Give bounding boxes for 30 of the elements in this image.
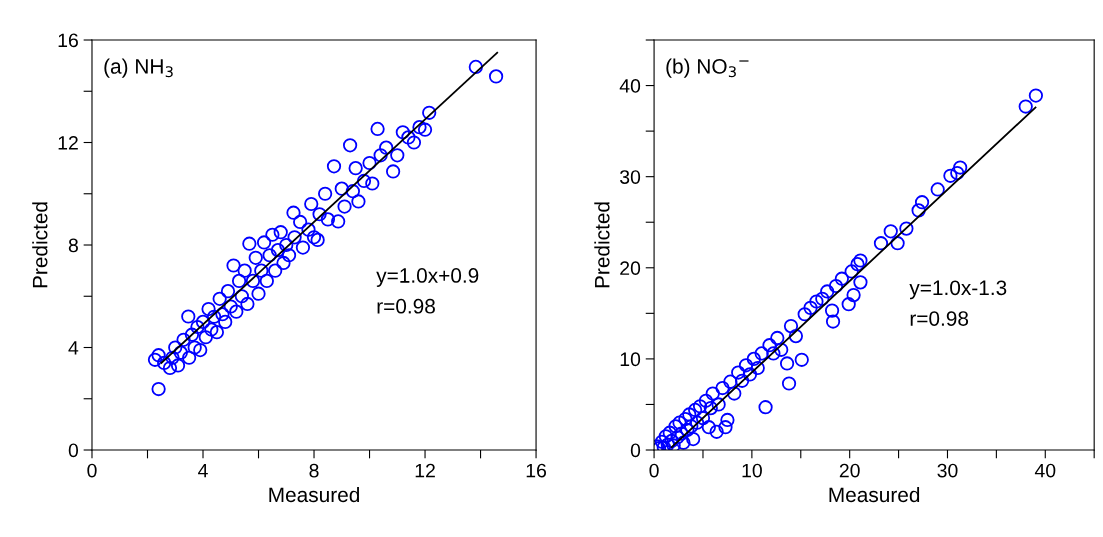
y-tick-label: 16 <box>58 33 78 48</box>
annotation: y=1.0x+0.9 <box>376 268 479 287</box>
x-tick-label: 20 <box>839 463 860 478</box>
y-tick-label: 30 <box>620 170 641 184</box>
y-tick-label: 20 <box>620 261 641 276</box>
y-tick-label: 4 <box>68 341 79 355</box>
x-tick-label: 10 <box>742 463 762 478</box>
x-tick-label: 16 <box>526 463 547 478</box>
x-tick-label: 30 <box>937 463 958 478</box>
y-tick-label: 40 <box>619 79 641 93</box>
x-tick-label: 40 <box>1034 463 1056 478</box>
y-tick-label: 0 <box>630 443 641 458</box>
y-tick-label: 12 <box>58 135 78 150</box>
x-tick-label: 8 <box>309 463 319 478</box>
x-tick-label: 12 <box>415 463 435 478</box>
annotation: y=1.0x-1.3 <box>909 280 1007 300</box>
x-tick-label: 4 <box>198 463 208 478</box>
annotation: r=0.98 <box>910 311 969 326</box>
y-tick-label: 8 <box>68 238 78 253</box>
y-axis-title: Predicted <box>32 202 48 288</box>
y-tick-label: 10 <box>620 352 641 367</box>
x-tick-label: 0 <box>649 463 659 478</box>
annotation: (a) NH$_{3}$ <box>104 58 173 78</box>
annotation: (b) NO$_{3}$$^{−}$ <box>666 58 749 78</box>
x-tick-label: 0 <box>87 463 97 478</box>
annotation: r=0.98 <box>377 298 435 314</box>
x-axis-title: Measured <box>829 486 920 503</box>
y-axis-title: Predicted <box>594 202 610 288</box>
y-tick-label: 0 <box>68 443 79 458</box>
x-axis-title: Measured <box>269 486 360 503</box>
